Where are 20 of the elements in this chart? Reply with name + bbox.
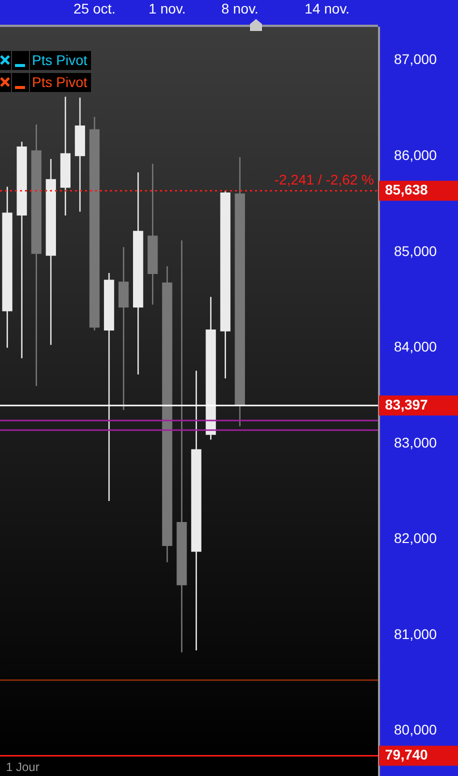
x-tick-label: 8 nov.: [221, 0, 258, 16]
y-tick-label: 80,000: [394, 722, 438, 738]
y-tick-label: 86,000: [394, 146, 438, 163]
y-tick-label: 82,000: [394, 530, 438, 546]
ref-line-label: 85,638: [385, 182, 428, 198]
text: 1 Jour: [6, 760, 40, 774]
annotation: Pts Pivot: [30, 51, 92, 70]
annotation: Pts Pivot: [30, 73, 92, 92]
y-tick-label: 85,000: [394, 242, 438, 259]
y-tick-label: 83,000: [394, 434, 438, 450]
x-tick-label: 1 nov.: [148, 0, 186, 16]
y-tick-label: 87,000: [394, 51, 438, 68]
y-tick-label: 81,000: [394, 626, 438, 642]
x-tick-label: 14 nov.: [304, 0, 350, 16]
ref-line-label: 83,397: [385, 396, 428, 412]
annotation: -2,241 / -2,62 %: [274, 172, 374, 188]
candlestick: [176, 240, 187, 652]
x-tick-label: 25 oct.: [73, 0, 116, 16]
ref-line-label: 79,740: [385, 746, 428, 763]
y-tick-label: 84,000: [394, 338, 438, 355]
